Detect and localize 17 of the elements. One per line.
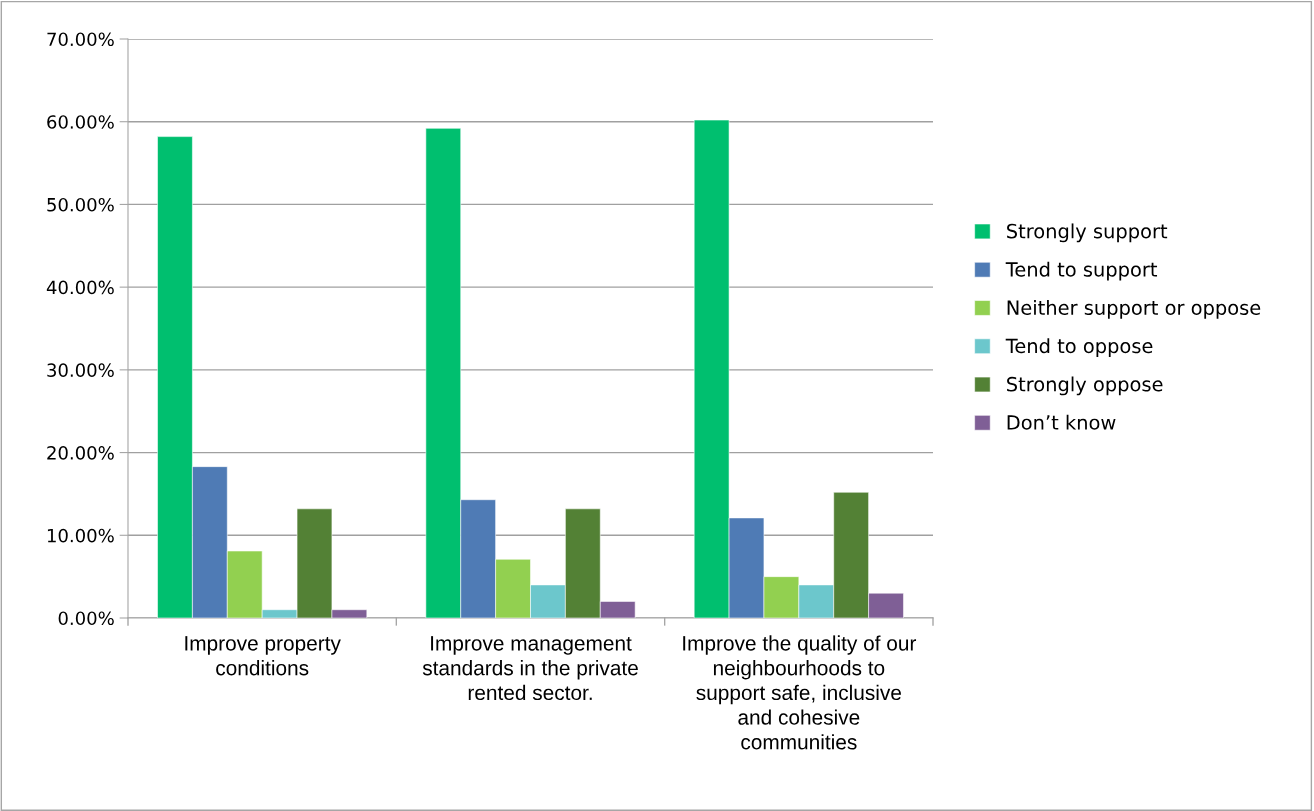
x-tick-label: Improve management standards in the private rented sector. [422, 636, 638, 701]
y-tick-label: 60.00% [47, 115, 114, 129]
y-tick-label: 50.00% [47, 197, 114, 212]
legend-label: Strongly support [1007, 223, 1168, 243]
x-tick-label: Improve the quality of our neighbourhoods to support safe, inclusive and cohesive communities [683, 635, 917, 750]
y-tick-label: 30.00% [47, 363, 114, 377]
x-tick-label: Improve property conditions [185, 636, 341, 676]
legend-label: Neither support or oppose [1007, 299, 1261, 319]
legend-label: Don’t know [1007, 414, 1116, 430]
y-tick-label: 40.00% [46, 280, 114, 295]
y-tick-label: 0.00% [58, 611, 114, 626]
legend-label: Tend to oppose [1005, 338, 1153, 358]
y-tick-label: 10.00% [47, 528, 114, 543]
y-tick-label: 70.00% [47, 32, 114, 47]
y-tick-label: 20.00% [47, 446, 114, 460]
legend-label: Strongly oppose [1007, 376, 1163, 396]
legend-label: Tend to support [1005, 261, 1158, 281]
